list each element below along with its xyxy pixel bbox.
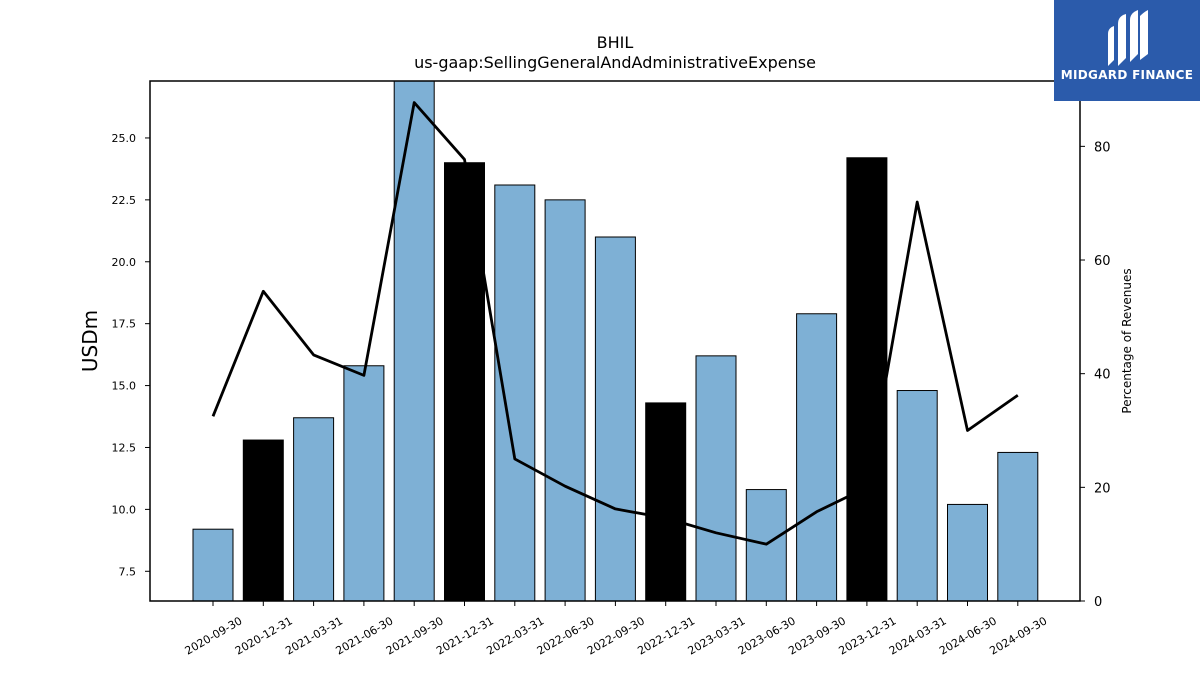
bar-2020-12-31 — [242, 439, 284, 602]
bar-2023-03-31 — [695, 355, 737, 602]
bar-2021-03-31 — [293, 417, 335, 602]
left-axis-ticks: 7.5 10.0 12.5 15.0 17.5 20.0 22.5 25.0 — [112, 132, 150, 578]
y2-tick-label: 80 — [1094, 140, 1111, 155]
bar-2021-06-30 — [343, 365, 385, 602]
brand-name: MIDGARD FINANCE — [1060, 68, 1194, 82]
chart-title: BHIL — [597, 33, 634, 52]
y-tick-label: 22.5 — [112, 194, 137, 207]
chart-subtitle: us-gaap:SellingGeneralAndAdministrativeE… — [414, 53, 816, 72]
bar-2024-03-31 — [896, 390, 938, 602]
bar-2021-12-31 — [444, 162, 485, 602]
bar-2022-09-30 — [594, 236, 636, 602]
bar-series — [192, 80, 1039, 602]
bar-2024-06-30 — [947, 503, 988, 602]
bar-2020-09-30 — [192, 528, 234, 602]
y-axis-label: USDm — [78, 310, 102, 372]
y-tick-label: 15.0 — [112, 380, 137, 393]
y-tick-label: 7.5 — [119, 565, 137, 578]
bar-2023-12-31 — [846, 157, 888, 602]
bar-2022-06-30 — [544, 199, 586, 602]
midgard-finance-logo: MIDGARD FINANCE — [1054, 0, 1200, 101]
y2-tick-label: 20 — [1094, 481, 1111, 496]
y-tick-label: 12.5 — [112, 441, 137, 454]
bar-2022-12-31 — [645, 402, 687, 602]
bar-2021-09-30 — [393, 80, 435, 602]
bar-2022-03-31 — [494, 184, 536, 602]
y-tick-label: 10.0 — [112, 503, 137, 516]
right-axis-ticks: 0 20 40 60 80 — [1080, 140, 1111, 610]
bar-2023-09-30 — [796, 313, 838, 602]
line-series-percentage — [211, 101, 1019, 546]
bar-2024-09-30 — [997, 451, 1039, 602]
x-axis-ticks: 2020-09-302020-12-312021-03-312021-06-30… — [183, 601, 1049, 658]
y-tick-label: 25.0 — [112, 132, 137, 145]
y2-axis-label: Percentage of Revenues — [1120, 268, 1134, 413]
y-tick-label: 20.0 — [112, 256, 137, 269]
x-tick-label: 2024-09-30 — [987, 614, 1049, 657]
midgard-logo-icon — [1108, 10, 1148, 66]
y2-tick-label: 60 — [1094, 254, 1111, 269]
y-tick-label: 17.5 — [112, 318, 137, 331]
y2-tick-label: 40 — [1094, 368, 1111, 383]
y2-tick-label: 0 — [1094, 595, 1102, 610]
